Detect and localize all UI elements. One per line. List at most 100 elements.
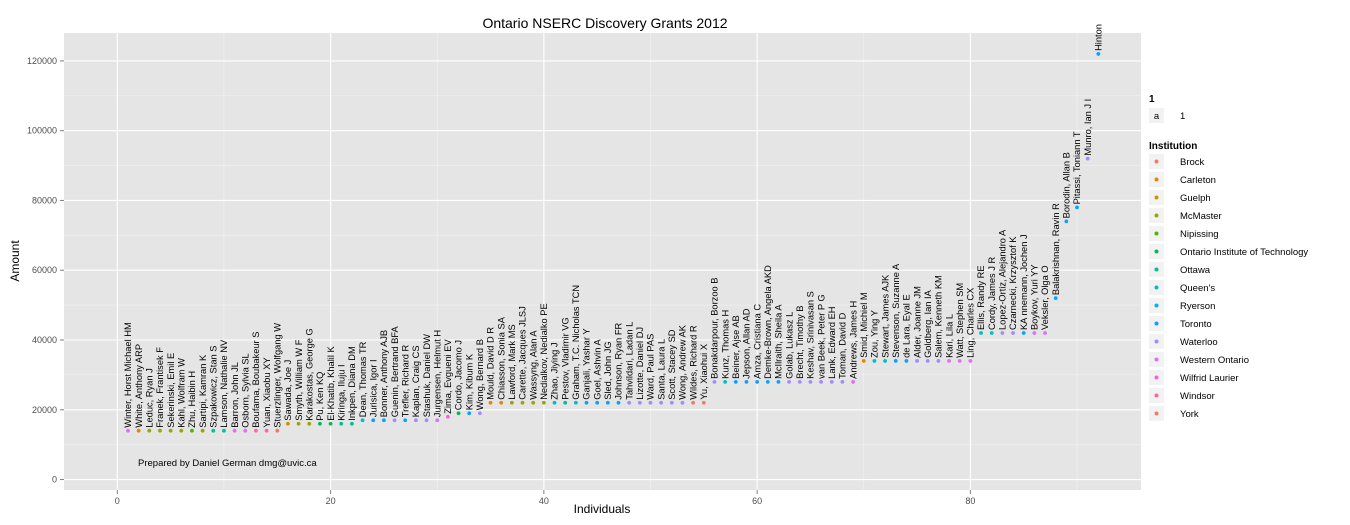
data-point [179,428,184,433]
data-point [744,379,749,384]
data-point [1011,331,1015,335]
point-label: Ellis, Randy RE [976,265,986,330]
legend-item-label: Western Ontario [1180,355,1249,366]
data-point [925,359,930,363]
point-label: Carette, Jacques JLSJ [518,306,528,400]
legend-item-label: Ryerson [1180,301,1215,312]
data-point [254,428,258,433]
point-label: Sekerinski, Emil E [166,353,176,428]
point-label: Winter, Horst Michael HM [123,322,133,427]
data-point [531,400,536,405]
data-point [1085,156,1090,161]
point-label: Santa, Laura L [656,339,666,400]
data-point [200,428,205,433]
data-point [936,359,941,363]
point-label: Inkpen, Diana DM [347,346,357,420]
legend-key-dot [1154,213,1159,218]
point-label: Cordy, James J R [987,257,997,330]
data-point [765,379,770,384]
data-point [861,359,866,363]
point-label: Pestov, Vladimir VG [560,317,570,400]
y-axis-label: Amount [8,240,22,282]
point-label: Yuan, Xiaobu XY [262,357,272,427]
legend-item: Western Ontario [1149,352,1249,367]
point-label: Beiner, Ajse AB [731,315,741,379]
x-axis-ticks: 0 20 40 60 80 [115,490,975,506]
data-point [413,418,418,423]
point-label: Wong, Bernard B [475,339,485,410]
legend-group1-label: 1 [1180,111,1185,122]
point-label: Karakostas, George G [304,328,314,421]
legend-group1-key-glyph: a [1154,111,1160,122]
data-point [1075,205,1079,210]
y-tick-label: 80000 [32,195,57,205]
data-point [499,400,504,405]
legend-item: Carleton [1149,172,1216,187]
point-label: KA nnemann, Jochen J [1019,234,1029,330]
data-point [147,428,152,433]
point-label: Zhu, Haibin H [187,371,197,428]
point-label: Ward, Paul PAS [646,334,656,400]
legend-key-dot [1154,285,1159,290]
data-point [339,421,344,426]
point-label: Ling, Charles CX [966,288,976,358]
data-point [893,359,898,363]
point-label: Borodin, Allan B [1062,152,1072,218]
point-label: Kim, Kibum K [464,353,474,410]
legend-item: Queen's [1149,280,1215,295]
legend-key-dot [1154,411,1159,416]
point-label: Zhao, Jiying J [550,342,560,399]
point-label: Demke-Brown, Angela AKD [763,265,773,379]
point-label: Lawford, Mark MS [507,324,517,399]
data-point [605,400,610,405]
point-label: Veksler, Olga O [1040,265,1050,330]
data-point [851,379,855,384]
data-point [190,428,194,433]
data-point [1043,331,1047,335]
point-label: Goldberg, Ian IA [923,289,933,358]
point-label: Goel, Ashvin A [592,339,602,400]
point-label: Kaplan, Craig CS [411,345,421,417]
legend-key-dot [1154,231,1159,236]
point-label: Bonner, Anthony AJB [379,330,389,417]
point-label: Kunz, Thomas H [720,310,730,379]
data-point [318,421,322,426]
point-label: Bonakdarpour, Borzoo B [710,278,720,379]
legend-item-label: Windsor [1180,391,1215,402]
data-point [307,421,312,426]
point-label: Jurisica, Igor I [368,359,378,417]
data-point [989,331,994,335]
legend-key-dot [1154,303,1159,308]
data-point [1032,331,1037,335]
point-label: Jurgensen, Helmut H [432,330,442,417]
point-label: Dean, Thomas TR [358,341,368,417]
point-label: Cordo, Jacomo J [454,340,464,410]
point-label: Chiasson, Sonia SA [496,316,506,399]
data-point [904,359,909,363]
point-label: Hinton [1094,24,1104,51]
point-label: Wildes, Richard R [688,325,698,400]
point-label: Kahl, Wolfram W [176,358,186,428]
data-point [403,418,408,423]
point-label: Leduc, Ryan J [145,368,155,427]
legend-item: Nipissing [1149,226,1219,241]
data-point [136,428,141,433]
point-labels: Winter, Horst Michael HM White, Anthony A… [123,24,1103,428]
legend-item: Brock [1149,154,1205,169]
point-label: Zou, Ying Y [870,310,880,358]
prepared-by-annotation: Prepared by Daniel German dmg@uvic.ca [138,458,317,469]
data-point [232,428,237,433]
point-label: Sawada, Joe J [283,360,293,421]
data-point [968,359,973,363]
data-point [382,418,386,423]
legend-item: York [1149,406,1199,421]
point-label: Stashuk, Daniel DW [422,334,432,417]
y-tick-label: 100000 [27,126,57,136]
point-label: Stewart, James AJK [880,274,890,358]
data-point [1096,52,1101,56]
point-label: Johnson, Ryan FR [614,323,624,400]
legend-key-dot [1154,357,1159,362]
legend-institution-title: Institution [1149,141,1197,152]
data-point [691,400,696,405]
